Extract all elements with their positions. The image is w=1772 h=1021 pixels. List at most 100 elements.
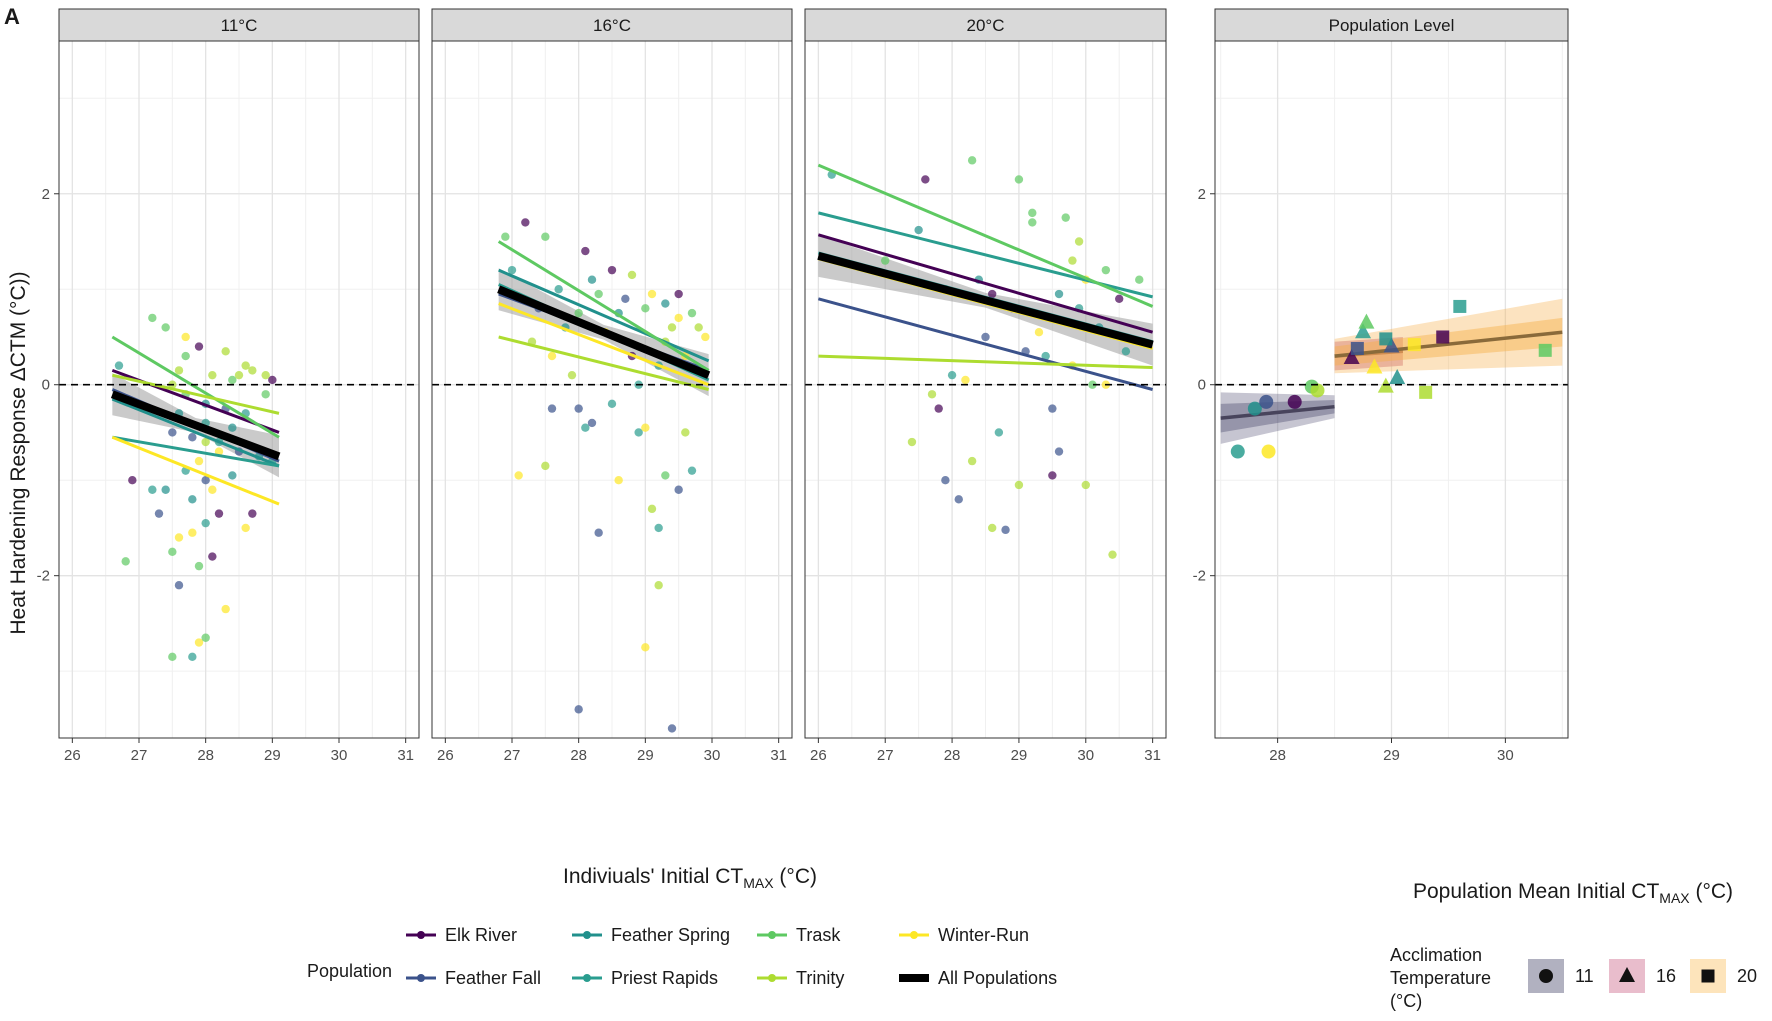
data-point-feather-fall bbox=[621, 294, 630, 303]
data-point-trinity bbox=[567, 370, 577, 380]
data-point-winter-run bbox=[514, 471, 523, 480]
panel-a-y-axis-title: Heat Hardening Response ΔCTM (°C)) bbox=[7, 271, 30, 634]
data-point-trask bbox=[1028, 218, 1037, 227]
x-tick-label: 28 bbox=[570, 747, 587, 764]
fit-line-feather-fall bbox=[817, 297, 1154, 391]
data-point-trask bbox=[1088, 380, 1097, 389]
square-point-priest-rapids bbox=[1453, 299, 1467, 313]
data-point-elk-river bbox=[921, 175, 930, 184]
legend-key-circle bbox=[1539, 969, 1553, 983]
acclimation-legend-title-3: (°C) bbox=[1390, 991, 1422, 1011]
panel-b-x-axis-title: Population Mean Initial CTMAX (°C) bbox=[1413, 880, 1733, 906]
legend-label-all-populations: All Populations bbox=[938, 968, 1057, 988]
legend-label-elk-river: Elk River bbox=[445, 925, 517, 945]
legend-key-dot-priest-rapids bbox=[583, 974, 591, 982]
data-point-trask bbox=[541, 232, 550, 241]
triangle-point-feather-spring bbox=[1389, 369, 1406, 385]
data-point-trask bbox=[1014, 175, 1024, 184]
data-point-trinity bbox=[234, 370, 244, 380]
legend-key-dot-trinity bbox=[768, 974, 776, 982]
fit-line-trask bbox=[817, 163, 1154, 308]
data-point-priest-rapids bbox=[201, 518, 210, 528]
panel-border bbox=[431, 40, 793, 739]
facet-20-c-strip-label: 20°C bbox=[967, 16, 1005, 35]
data-point-feather-spring bbox=[914, 225, 923, 235]
data-point-elk-river bbox=[128, 476, 137, 485]
data-point-elk-river bbox=[208, 552, 217, 561]
fit-line-all-populations bbox=[110, 390, 281, 461]
fit-line-winter-run bbox=[111, 435, 280, 506]
x-tick-label: 30 bbox=[704, 747, 721, 764]
data-point-trinity bbox=[1074, 237, 1084, 246]
data-point-priest-rapids bbox=[581, 423, 590, 432]
circle-point-priest-rapids bbox=[1230, 444, 1245, 459]
data-point-feather-fall bbox=[188, 433, 197, 442]
data-point-trask bbox=[661, 471, 670, 480]
population-level-panel: Population Level 28 29 30 -2 0 2 bbox=[1193, 8, 1569, 764]
legend-key-dot-feather-fall bbox=[417, 974, 425, 982]
data-point-elk-river bbox=[674, 289, 683, 299]
data-point-trinity bbox=[221, 347, 230, 356]
facet-20-c-data bbox=[817, 156, 1154, 559]
legend-label-priest-rapids: Priest Rapids bbox=[611, 968, 718, 988]
data-point-trinity bbox=[1014, 480, 1024, 490]
data-point-winter-run bbox=[547, 351, 557, 361]
data-point-trinity bbox=[201, 437, 210, 447]
data-point-trask bbox=[881, 256, 890, 265]
data-point-trinity bbox=[208, 370, 217, 380]
data-point-trinity bbox=[654, 581, 663, 590]
data-point-trask bbox=[687, 308, 697, 318]
data-point-priest-rapids bbox=[188, 652, 197, 662]
data-point-winter-run bbox=[614, 476, 623, 485]
data-point-priest-rapids bbox=[634, 428, 643, 437]
circle-point-feather-spring bbox=[1247, 401, 1262, 416]
data-point-feather-fall bbox=[168, 428, 177, 437]
x-tick-label: 31 bbox=[770, 747, 787, 764]
panel-border bbox=[804, 40, 1167, 739]
legend-key-dot-feather-spring bbox=[583, 931, 591, 939]
data-point-trinity bbox=[241, 361, 250, 370]
data-point-priest-rapids bbox=[994, 428, 1004, 437]
fit-line-priest-rapids bbox=[112, 435, 280, 468]
data-point-trinity bbox=[647, 504, 657, 514]
population-legend: Population Elk River Feather Fall Feather … bbox=[307, 925, 1057, 988]
circle-point-feather-fall bbox=[1259, 394, 1274, 409]
data-point-trask bbox=[574, 308, 583, 318]
data-point-trinity bbox=[987, 523, 997, 533]
population-level-strip-label: Population Level bbox=[1329, 16, 1455, 35]
x-tick-label: 31 bbox=[397, 747, 414, 764]
square-point-trask bbox=[1538, 343, 1552, 357]
acclimation-legend-title-2: Temperature bbox=[1390, 968, 1491, 988]
acclimation-legend-title-1: Acclimation bbox=[1390, 945, 1482, 965]
data-point-trask bbox=[594, 289, 603, 299]
fit-line-20 bbox=[1334, 330, 1563, 358]
panel-border bbox=[58, 40, 420, 739]
data-point-winter-run bbox=[701, 332, 710, 342]
data-point-winter-run bbox=[194, 456, 204, 466]
square-point-elk-river bbox=[1436, 330, 1450, 344]
y-tick-label: -2 bbox=[37, 568, 50, 585]
data-point-feather-fall bbox=[667, 724, 677, 733]
data-point-winter-run bbox=[221, 604, 230, 614]
data-point-trinity bbox=[541, 461, 550, 471]
panel-b-x-axis-title-main: Population Mean Initial CT bbox=[1413, 880, 1659, 903]
data-point-feather-spring bbox=[228, 423, 237, 432]
data-point-winter-run bbox=[674, 313, 683, 323]
data-point-trask bbox=[228, 375, 237, 385]
x-tick-label: 30 bbox=[331, 747, 348, 764]
fit-line-trask bbox=[497, 240, 710, 372]
x-tick-label: 29 bbox=[637, 747, 654, 764]
data-point-feather-fall bbox=[154, 509, 164, 518]
data-point-trask bbox=[148, 313, 157, 323]
legend-label-trinity: Trinity bbox=[796, 968, 844, 988]
square-point-feather-spring bbox=[1379, 332, 1393, 346]
panel-a-letter: A bbox=[4, 4, 20, 29]
data-point-winter-run bbox=[174, 533, 184, 542]
x-tick-label: 29 bbox=[1383, 747, 1400, 764]
data-point-trinity bbox=[174, 366, 184, 375]
x-tick-label: 28 bbox=[197, 747, 214, 764]
fit-line-all-populations bbox=[817, 251, 1154, 349]
data-point-winter-run bbox=[181, 332, 190, 342]
data-point-elk-river bbox=[194, 342, 204, 351]
